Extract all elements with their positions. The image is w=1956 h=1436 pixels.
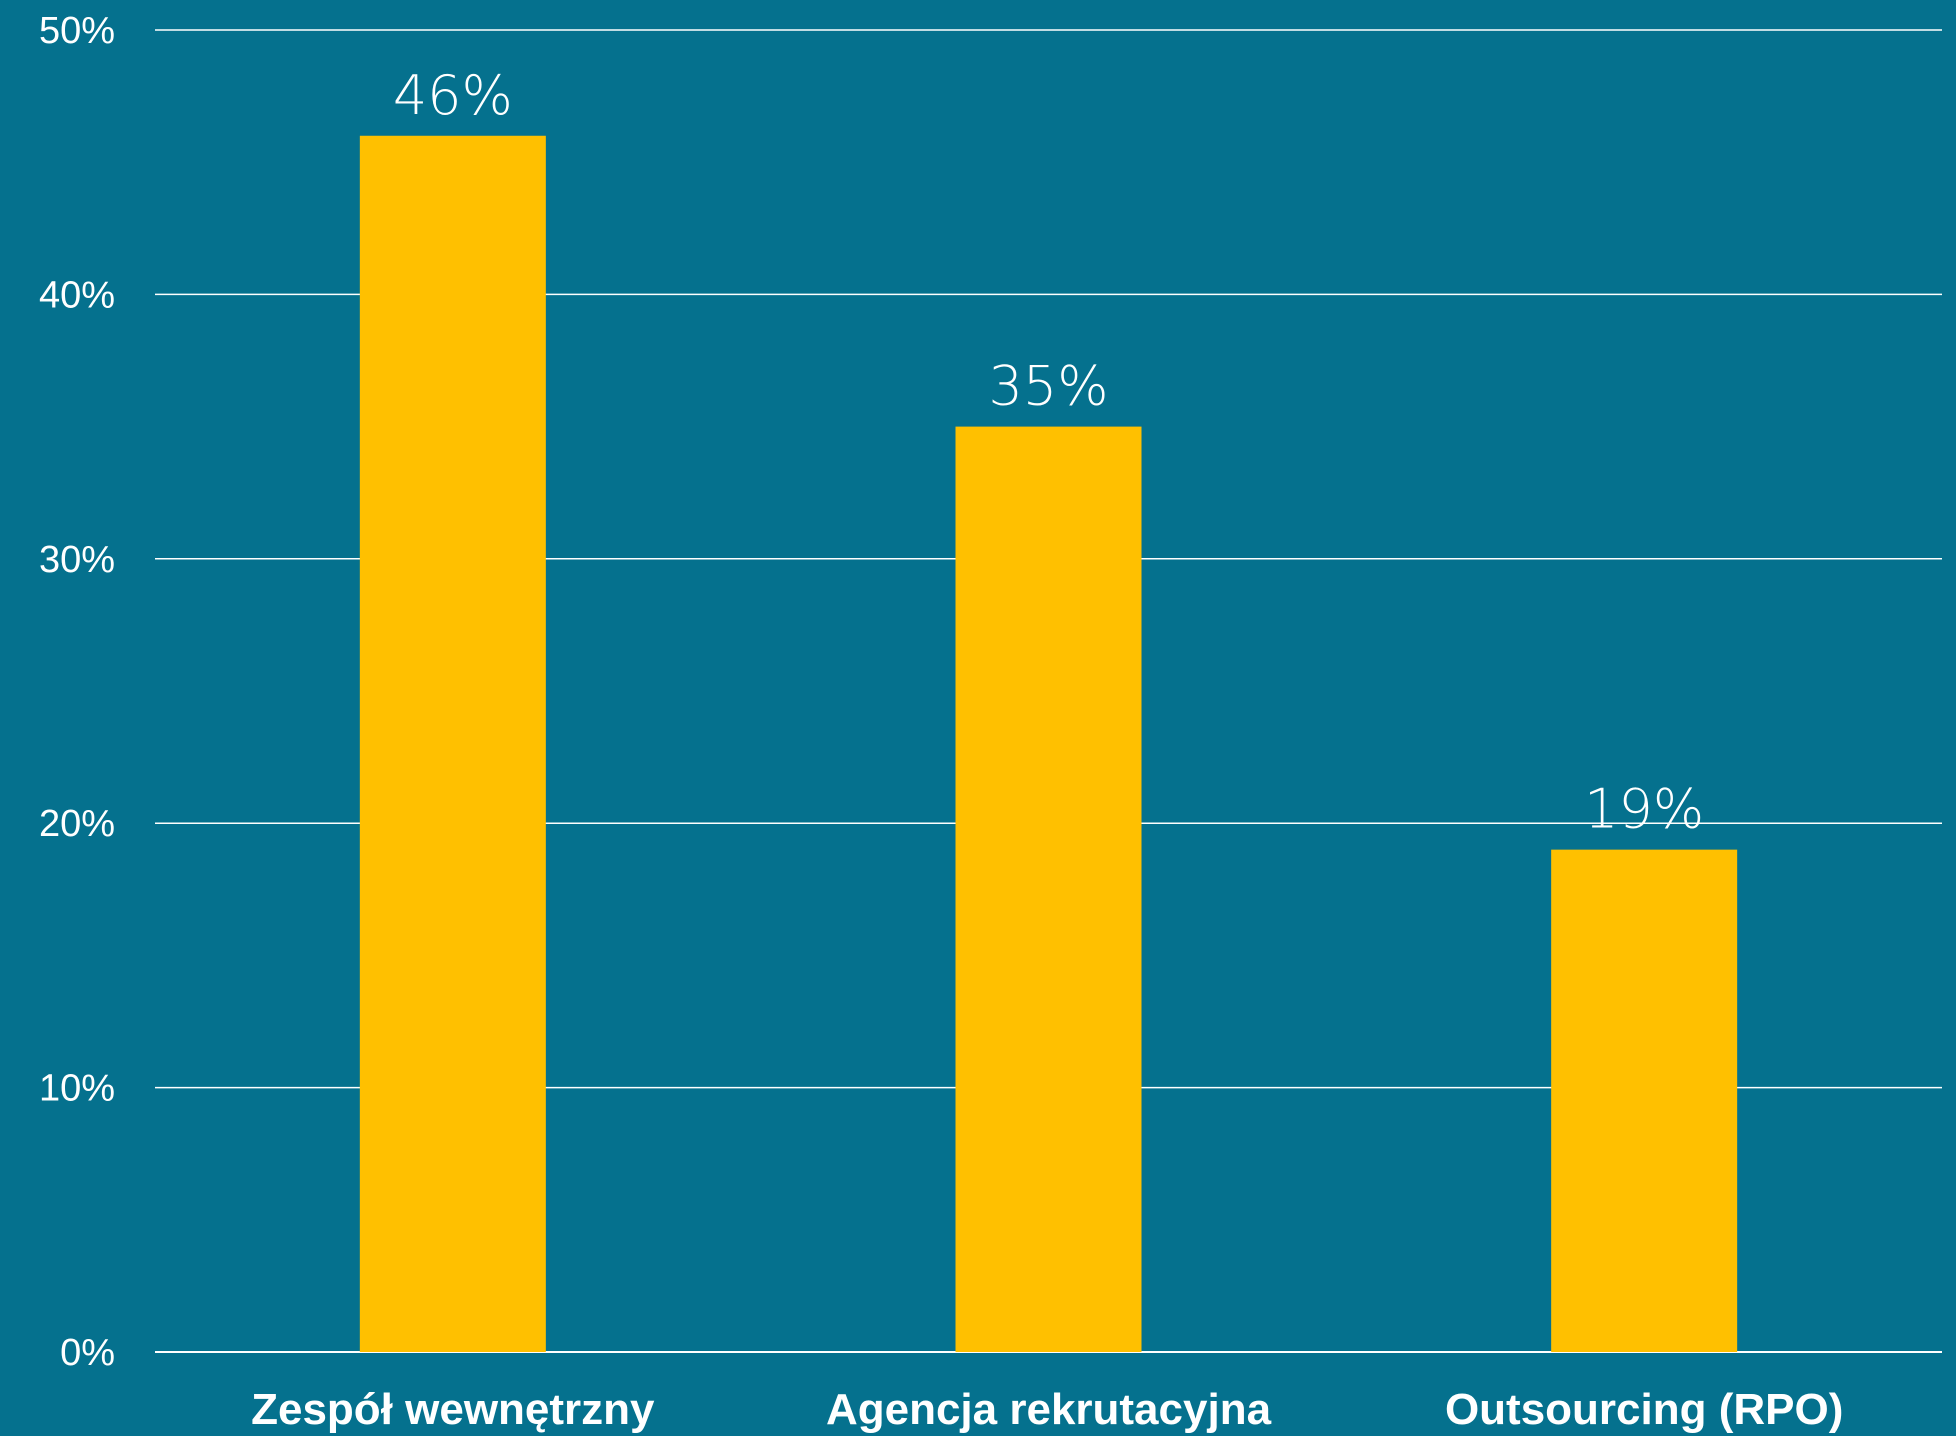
bar-3	[1551, 849, 1738, 1352]
bar-value-label: 46%	[393, 64, 513, 127]
x-axis-labels: Zespół wewnętrzny Agencja rekrutacyjna Out…	[251, 1385, 1843, 1434]
y-tick-label: 10%	[39, 1068, 115, 1110]
category-label: Agencja rekrutacyjna	[826, 1385, 1272, 1434]
bar-value-label: 35%	[988, 355, 1108, 418]
y-tick-label: 30%	[39, 539, 115, 581]
category-label: Zespół wewnętrzny	[251, 1385, 655, 1434]
bar-1	[359, 135, 546, 1352]
y-tick-label: 20%	[39, 803, 115, 845]
bar-value-label: 19%	[1584, 778, 1704, 841]
y-tick-label: 0%	[60, 1332, 115, 1374]
category-label: Outsourcing (RPO)	[1445, 1385, 1843, 1434]
value-labels: 46% 35% 19%	[393, 64, 1704, 841]
y-tick-label: 40%	[39, 274, 115, 316]
bars	[359, 135, 1738, 1353]
bar-2	[955, 426, 1142, 1353]
y-axis-ticks: 0% 10% 20% 30% 40% 50%	[39, 10, 115, 1374]
y-tick-label: 50%	[39, 10, 115, 52]
